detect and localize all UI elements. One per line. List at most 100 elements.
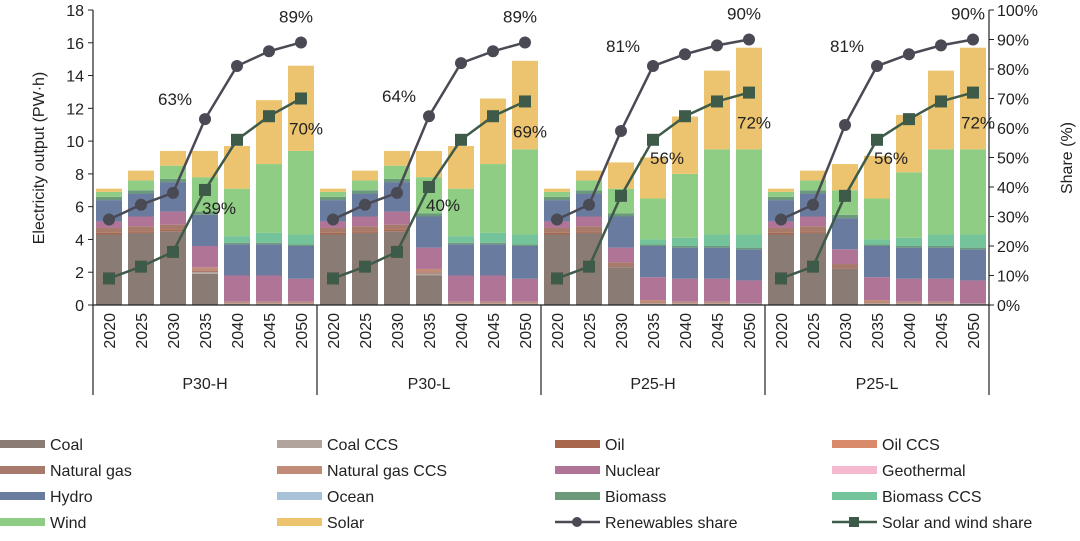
renewables-share-point — [967, 33, 979, 46]
legend-label: Renewables share — [605, 515, 738, 532]
bar-segment-oil — [128, 231, 154, 233]
bar-segment-biomass-ccs — [448, 236, 474, 243]
bar-segment-hydro — [672, 247, 698, 279]
scenario-label: P30-L — [408, 376, 451, 393]
year-tick-label: 2030 — [838, 313, 855, 349]
legend-swatch — [0, 466, 45, 474]
bar-segment-nuclear — [704, 278, 730, 302]
bar-segment-wind — [512, 149, 538, 235]
legend-swatch — [277, 492, 322, 500]
year-tick-label: 2040 — [678, 313, 695, 349]
bar-segment-solar — [832, 164, 858, 191]
bar-segment-nuclear — [960, 280, 986, 304]
renewables-share-point — [615, 124, 627, 137]
bar-segment-nuclear — [448, 275, 474, 302]
y-axis-label: Electricity output (PW·h) — [31, 72, 48, 244]
bar-segment-biomass — [320, 196, 346, 201]
solar-wind-share-point — [615, 189, 627, 202]
bar-segment-natural-gas — [576, 226, 602, 232]
renewables-share-point — [583, 198, 595, 211]
bar-segment-biomass-ccs — [480, 232, 506, 243]
bar-segment-coal-ccs — [928, 303, 954, 305]
bar-segment-biomass — [224, 242, 250, 245]
bar-segment-biomass — [480, 242, 506, 245]
bar-segment-coal — [320, 234, 346, 305]
bar-segment-biomass-ccs — [960, 234, 986, 248]
bar-segment-biomass-ccs — [512, 234, 538, 245]
solar-wind-share-point — [807, 260, 819, 273]
year-tick-label: 2045 — [486, 313, 503, 349]
renewables-share-point — [775, 213, 787, 226]
bar-segment-solar — [192, 150, 218, 178]
bar-segment-hydro — [256, 244, 282, 276]
bar-segment-wind — [576, 180, 602, 191]
bar-segment-biomass — [288, 244, 314, 246]
bar-segment-hydro — [608, 216, 634, 248]
bar-segment-natural-gas — [768, 227, 794, 233]
bar-segment-wind — [768, 191, 794, 197]
solar-wind-share-point — [391, 245, 403, 258]
renewables-share-point — [423, 110, 435, 123]
bar-segment-oil — [800, 231, 826, 233]
legend-label: Natural gas — [50, 463, 132, 480]
bar-segment-natural-gas-ccs — [672, 301, 698, 304]
year-tick-label: 2030 — [166, 313, 183, 349]
scenario-label: P25-H — [630, 376, 675, 393]
bar-segment-natural-gas-ccs — [224, 301, 250, 304]
y-tick-label: 2 — [75, 265, 84, 282]
bar-segment-solar — [544, 188, 570, 192]
bar-segment-coal — [96, 234, 122, 305]
solar-wind-share-point — [199, 183, 211, 196]
bar-segment-nuclear — [416, 247, 442, 269]
bar-segment-biomass — [768, 196, 794, 201]
solar-wind-share-point — [103, 272, 115, 285]
bar-segment-hydro — [512, 246, 538, 279]
bar-segment-nuclear — [480, 275, 506, 302]
bar-segment-oil — [544, 232, 570, 235]
renewables-share-point — [903, 48, 915, 61]
bar-segment-natural-gas — [608, 262, 634, 268]
bar-segment-solar — [256, 100, 282, 165]
bar-segment-oil — [160, 229, 186, 232]
bar-segment-natural-gas-ccs — [448, 301, 474, 304]
bar-segment-natural-gas-ccs — [256, 301, 282, 304]
year-tick-label: 2025 — [134, 313, 151, 349]
bar-segment-solar — [800, 170, 826, 181]
y-tick-label: 14 — [66, 69, 84, 86]
bar-segment-biomass — [544, 196, 570, 201]
bar-segment-hydro — [416, 216, 442, 248]
bar-segment-coal-ccs — [448, 303, 474, 305]
y2-tick-label: 90% — [997, 33, 1029, 50]
bar-segment-natural-gas — [416, 272, 442, 274]
legend-swatch — [0, 492, 45, 500]
bar-segment-coal-ccs — [512, 303, 538, 305]
year-tick-label: 2025 — [358, 313, 375, 349]
y-tick-label: 0 — [75, 298, 84, 315]
scenario-label: P25-L — [856, 376, 899, 393]
renewables-share-point — [135, 198, 147, 211]
y-tick-label: 6 — [75, 200, 84, 217]
bar-segment-biomass — [416, 213, 442, 217]
bar-segment-hydro — [288, 246, 314, 279]
share-annotation: 81% — [606, 37, 640, 56]
bar-segment-coal-ccs — [640, 303, 666, 305]
bar-segment-solar — [608, 162, 634, 189]
year-tick-label: 2040 — [454, 313, 471, 349]
solar-wind-share-point — [935, 95, 947, 108]
bar-segment-biomass — [256, 242, 282, 245]
bar-segment-hydro — [864, 246, 890, 278]
legend-label: Nuclear — [605, 463, 661, 480]
bar-segment-natural-gas — [352, 226, 378, 232]
legend-swatch — [832, 466, 877, 474]
renewables-share-point — [551, 213, 563, 226]
bar-segment-wind — [256, 164, 282, 233]
bar-segment-coal — [192, 273, 218, 305]
share-annotation: 63% — [158, 90, 192, 109]
solar-wind-share-point — [487, 110, 499, 123]
bar-segment-hydro — [640, 246, 666, 278]
renewables-share-point — [199, 113, 211, 126]
bar-segment-biomass-ccs — [928, 234, 954, 246]
bar-segment-biomass — [160, 178, 186, 183]
bar-segment-oil — [320, 232, 346, 235]
solar-wind-share-point — [519, 95, 531, 108]
